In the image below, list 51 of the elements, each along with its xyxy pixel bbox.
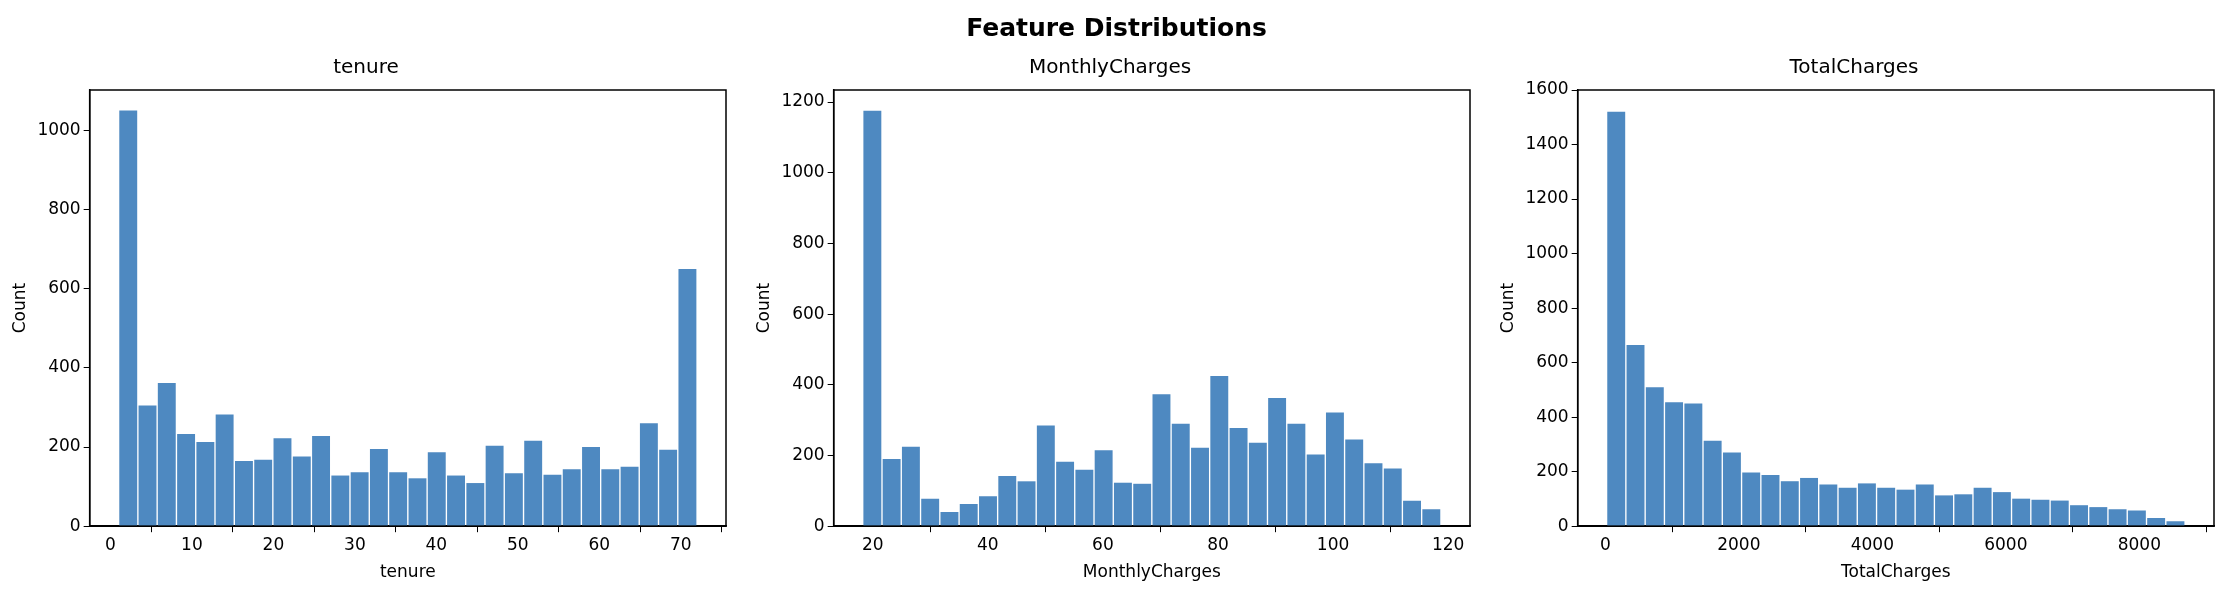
x-tick-label: 80 bbox=[1207, 533, 1229, 554]
y-tick-label: 1200 bbox=[1525, 187, 1569, 208]
x-axis-title: TotalCharges bbox=[1840, 561, 1951, 582]
y-tick-label: 800 bbox=[792, 231, 825, 252]
x-tick-label: 10 bbox=[181, 533, 203, 554]
x-tick-label: 70 bbox=[669, 533, 692, 554]
y-tick-label: 600 bbox=[792, 302, 825, 323]
y-tick-label: 400 bbox=[1536, 405, 1569, 426]
x-axis-title: tenure bbox=[379, 561, 436, 582]
x-tick-label: 40 bbox=[425, 533, 448, 554]
y-tick-label: 1200 bbox=[781, 90, 825, 111]
y-tick-label: 800 bbox=[48, 197, 81, 218]
y-tick-label: 200 bbox=[48, 435, 81, 456]
x-tick-label: 20 bbox=[861, 533, 884, 554]
y-tick-label: 400 bbox=[48, 356, 81, 377]
x-tick-label: 40 bbox=[977, 533, 999, 554]
y-tick-label: 0 bbox=[1557, 514, 1569, 535]
y-tick-label: 200 bbox=[1536, 460, 1569, 481]
y-tick-label: 1600 bbox=[1525, 78, 1569, 99]
y-tick-label: 0 bbox=[69, 514, 81, 535]
y-axis-title: Count bbox=[8, 282, 29, 334]
y-tick-label: 1000 bbox=[1525, 242, 1569, 262]
y-axis-title: Count bbox=[752, 282, 773, 334]
x-tick-label: 30 bbox=[344, 533, 366, 554]
x-tick-label: 120 bbox=[1431, 533, 1465, 554]
chart-title: MonthlyCharges bbox=[1028, 54, 1192, 79]
x-tick-label: 0 bbox=[1599, 533, 1611, 554]
y-tick-label: 800 bbox=[1536, 296, 1569, 317]
x-tick-label: 60 bbox=[588, 533, 611, 554]
x-axis-title: MonthlyCharges bbox=[1082, 561, 1221, 582]
y-axis-title: Count bbox=[1496, 282, 1517, 334]
y-tick-label: 200 bbox=[792, 443, 825, 464]
y-tick-label: 1400 bbox=[1525, 132, 1569, 153]
x-tick-label: 6000 bbox=[1984, 533, 2028, 554]
x-tick-label: 4000 bbox=[1850, 533, 1894, 554]
x-tick-label: 2000 bbox=[1717, 533, 1761, 554]
text: Feature Distributions bbox=[966, 13, 1267, 42]
x-tick-label: 100 bbox=[1316, 533, 1350, 554]
y-tick-label: 0 bbox=[813, 514, 825, 535]
y-tick-label: 600 bbox=[48, 277, 81, 298]
y-tick-label: 1000 bbox=[37, 118, 81, 139]
x-tick-label: 8000 bbox=[2117, 533, 2161, 554]
x-tick-label: 50 bbox=[507, 533, 529, 554]
x-tick-label: 0 bbox=[105, 533, 116, 554]
chart-title: tenure bbox=[333, 54, 399, 79]
chart-title: TotalCharges bbox=[1788, 54, 1919, 79]
x-tick-label: 60 bbox=[1092, 533, 1114, 554]
y-tick-label: 600 bbox=[1536, 351, 1569, 372]
y-tick-label: 400 bbox=[792, 373, 825, 394]
y-tick-label: 1000 bbox=[781, 161, 825, 182]
x-tick-label: 20 bbox=[262, 533, 285, 554]
